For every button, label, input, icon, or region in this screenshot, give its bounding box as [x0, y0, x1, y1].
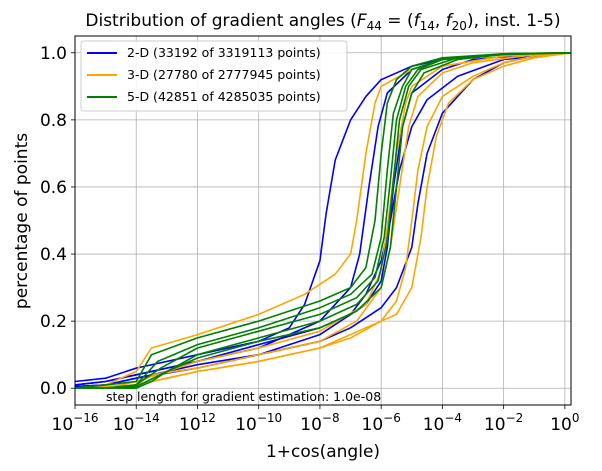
- legend-label-2d: 2-D (33192 of 3319113 points): [127, 45, 321, 60]
- y-tick-label: 1.0: [40, 44, 67, 64]
- series-2-curve-3: [75, 52, 572, 389]
- y-tick-label: 0.2: [40, 312, 67, 332]
- series-0-curve-4: [74, 52, 572, 386]
- x-tick-label: 10−14: [113, 411, 160, 435]
- y-tick-label: 0.0: [40, 379, 67, 399]
- x-tick-label: 10−8: [300, 411, 339, 435]
- x-tick-label: 10−2: [484, 411, 523, 435]
- series-2-curve-1: [74, 52, 572, 389]
- y-axis-label: percentage of points: [12, 133, 32, 309]
- series-2-curve-2: [75, 52, 572, 389]
- legend: 2-D (33192 of 3319113 points) 3-D (27780…: [80, 40, 348, 112]
- y-tick-label: 0.8: [40, 111, 67, 131]
- step-length-annotation: step length for gradient estimation: 1.0…: [106, 389, 381, 404]
- x-axis-label: 1+cos(angle): [266, 442, 380, 462]
- x-tick-label: 10−4: [423, 411, 462, 435]
- legend-label-5d: 5-D (42851 of 4285035 points): [127, 89, 321, 104]
- series-2-curve-4: [75, 52, 572, 389]
- x-tick-label: 10−10: [235, 411, 282, 435]
- y-tick-label: 0.4: [40, 245, 67, 265]
- x-axis: 10−16 10−14 1012 10−10 10−8 10−6 10−4 10−2 100: [52, 405, 580, 435]
- x-tick-label: 10−16: [52, 411, 99, 435]
- x-tick-label: 100: [550, 411, 579, 435]
- series-1-curve-2: [75, 52, 572, 389]
- legend-label-3d: 3-D (27780 of 2777945 points): [127, 67, 321, 82]
- series-1-curve-5: [75, 52, 572, 389]
- y-tick-label: 0.6: [40, 178, 67, 198]
- data-curves: [74, 52, 572, 389]
- x-tick-label: 1012: [179, 411, 216, 435]
- y-axis: 0.0 0.2 0.4 0.6 0.8 1.0: [40, 44, 75, 399]
- plot-frame: [74, 35, 572, 406]
- chart-title: Distribution of gradient angles (F44 = (…: [85, 11, 560, 33]
- legend-box: [80, 40, 348, 112]
- series-2-curve-5: [75, 52, 572, 389]
- x-tick-label: 10−6: [362, 411, 401, 435]
